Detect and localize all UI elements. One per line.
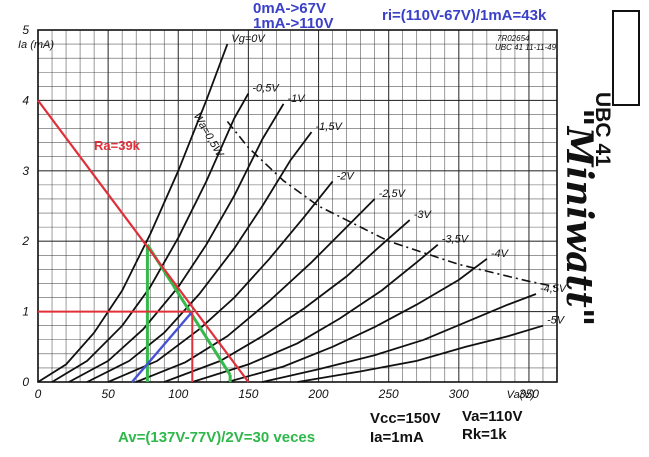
- annotation-ra: Ra=39k: [94, 138, 140, 153]
- curve-label: -5V: [547, 315, 566, 327]
- curve-label: -4V: [491, 248, 510, 260]
- annotation-one-ma: 1mA->110V: [253, 15, 334, 32]
- curve-label: -2,5V: [379, 188, 407, 200]
- chart-curves: Vg=0V -0,5V -1V -1,5V -2V -2,5V -3V -3,5V -4V -4,…: [37, 33, 568, 383]
- annotation-rk: Rk=1k: [462, 426, 507, 443]
- y-tick-label: 4: [22, 93, 29, 107]
- y-tick-label: 2: [21, 234, 29, 248]
- annotation-vcc: Vcc=150V: [370, 410, 441, 427]
- characteristic-curve: [192, 244, 439, 383]
- y-tick-label: 0: [22, 375, 29, 389]
- characteristic-curve: [297, 324, 544, 383]
- plate-ref: UBC 41 11-11-49: [495, 43, 557, 52]
- x-tick-label: 50: [101, 387, 115, 401]
- characteristic-curve: [262, 293, 537, 383]
- x-tick-label: 300: [449, 387, 469, 401]
- characteristic-curve: [37, 43, 229, 383]
- y-tick-label: 5: [22, 23, 29, 37]
- y-tick-label: 3: [22, 164, 29, 178]
- characteristic-curve: [227, 258, 488, 383]
- power-limit-curve: [226, 120, 558, 288]
- characteristic-curve: [107, 180, 334, 383]
- curve-label: -3V: [414, 209, 433, 221]
- annotation-zero-ma: 0mA->67V: [253, 0, 326, 17]
- annotation-va: Va=110V: [462, 408, 523, 425]
- model-box: [612, 10, 640, 106]
- annotation-ri: ri=(110V-67V)/1mA=43k: [382, 7, 547, 24]
- x-tick-label: 200: [308, 387, 329, 401]
- annotation-ia: Ia=1mA: [370, 429, 424, 446]
- tangent-line: [131, 310, 194, 383]
- characteristic-curve: [163, 219, 411, 383]
- x-tick-label: 150: [238, 387, 258, 401]
- annotation-gain: Av=(137V-77V)/2V=30 veces: [118, 429, 316, 446]
- curve-label: -1V: [287, 93, 306, 105]
- curve-label: -3,5V: [442, 234, 470, 246]
- curve-label: -2V: [337, 170, 356, 182]
- x-tick-label: 100: [168, 387, 188, 401]
- x-tick-label: 0: [35, 387, 42, 401]
- brand-logo: "Miniwatt": [558, 108, 600, 327]
- power-limit-label: Wa=0,5W: [191, 111, 226, 160]
- x-tick-label: 250: [378, 387, 399, 401]
- curve-label: -1,5V: [316, 121, 344, 133]
- x-axis-label: Va(V): [507, 389, 535, 401]
- characteristic-curve: [68, 103, 285, 383]
- curve-label: Vg=0V: [231, 33, 266, 45]
- y-axis-label: Ia (mA): [18, 39, 54, 51]
- curve-label: -4,5V: [540, 283, 568, 295]
- chart-ticks: 0 50 100 150 200 250 300 350 0 1 2 3 4 5 Va(V) Ia (mA) 7…: [18, 23, 557, 401]
- plate-code: 7R02654: [497, 34, 530, 43]
- load-line: [37, 99, 250, 383]
- characteristic-curve: [86, 131, 313, 383]
- characteristic-curve: [135, 198, 376, 383]
- characteristic-curve: [51, 92, 250, 383]
- chart-overlay: [37, 99, 250, 383]
- x-tick-label: 350: [519, 387, 539, 401]
- y-tick-label: 1: [22, 305, 29, 319]
- curve-label: -0,5V: [252, 82, 280, 94]
